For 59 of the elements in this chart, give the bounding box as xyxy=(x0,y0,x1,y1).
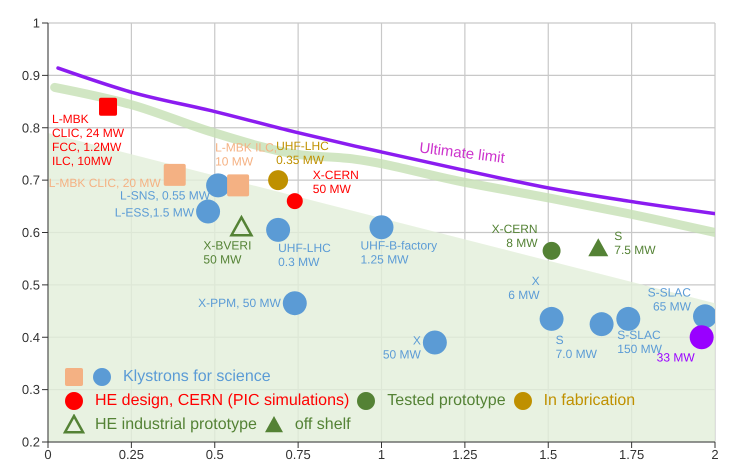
x-tick-label: 0.25 xyxy=(118,447,144,462)
annotation: X-BVERI 50 MW xyxy=(203,238,252,266)
point xyxy=(268,170,288,190)
annotation: X 6 MW xyxy=(508,274,540,302)
annotation: X 50 MW xyxy=(382,333,422,362)
point xyxy=(227,174,250,196)
y-tick-label: 0.4 xyxy=(22,330,40,345)
y-tick-label: 0.7 xyxy=(22,172,40,188)
point xyxy=(286,193,303,210)
point xyxy=(196,200,220,224)
point xyxy=(616,306,640,331)
point xyxy=(542,242,561,260)
point xyxy=(266,218,290,242)
annotation: X-PPM, 50 MW xyxy=(198,296,282,310)
annotation: L-MBK ILC, 10 MW xyxy=(215,140,278,168)
x-tick-label: 1.5 xyxy=(539,447,558,462)
annotation: UHF-LHC 0.3 MW xyxy=(278,240,332,269)
point xyxy=(690,325,714,350)
annotation: X-CERN 50 MW xyxy=(312,168,359,196)
legend-label: HE design, CERN (PIC simulations) xyxy=(95,392,350,410)
point xyxy=(99,98,118,116)
annotation: L-ESS,1.5 MW xyxy=(114,206,195,220)
annotation: S 7.5 MW xyxy=(614,229,656,258)
y-tick-label: 0.3 xyxy=(22,382,40,398)
legend-label: In fabrication xyxy=(544,392,636,410)
y-tick-label: 1 xyxy=(32,16,40,31)
point xyxy=(282,291,307,316)
x-tick-label: 0.75 xyxy=(285,447,311,462)
point xyxy=(370,215,394,240)
legend-label: Klystrons for science xyxy=(123,368,271,386)
y-tick-label: 0.6 xyxy=(22,225,40,240)
annotation: S 7.0 MW xyxy=(556,333,598,362)
x-tick-label: 1 xyxy=(378,447,386,462)
point xyxy=(590,312,614,336)
point xyxy=(588,238,608,256)
annotation: L-MBK CLIC, 24 MW FCC, 1.2MW ILC, 10MW xyxy=(52,112,125,168)
legend-label: off shelf xyxy=(294,416,351,434)
x-tick-label: 0.5 xyxy=(206,447,224,462)
legend-label: Tested prototype xyxy=(387,392,506,410)
x-tick-label: 1.25 xyxy=(452,447,478,462)
annotation: UHF-B-factory 1.25 MW xyxy=(360,238,438,266)
point xyxy=(230,216,253,237)
y-tick-label: 0.5 xyxy=(22,277,40,292)
annotation: L-SNS, 0.55 MW xyxy=(120,188,211,202)
point xyxy=(422,330,447,354)
annotation: X-CERN 8 MW xyxy=(492,222,538,250)
y-tick-label: 0.9 xyxy=(22,68,40,83)
text: Ultimate limit xyxy=(418,140,507,167)
point xyxy=(540,306,564,331)
x-tick-label: 1.75 xyxy=(618,447,644,462)
annotation: UHF-LHC 0.35 MW xyxy=(276,139,330,168)
x-tick-label: 0 xyxy=(44,447,52,462)
annotation: L-MBK CLIC, 20 MW xyxy=(48,176,162,190)
point xyxy=(164,164,186,186)
legend-label: HE industrial prototype xyxy=(95,416,257,434)
annotation: S-SLAC 65 MW xyxy=(648,285,692,314)
x-tick-label: 2 xyxy=(711,447,719,462)
y-tick-label: 0.2 xyxy=(22,434,40,450)
y-tick-label: 0.8 xyxy=(22,120,40,136)
